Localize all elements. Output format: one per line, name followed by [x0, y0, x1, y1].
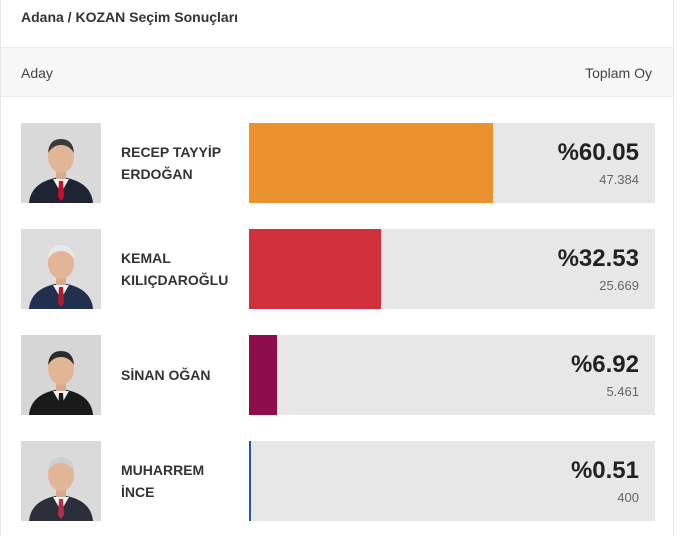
candidate-photo — [21, 441, 101, 521]
table-header: Aday Toplam Oy — [1, 47, 673, 97]
candidate-name-line1: MUHARREM — [121, 462, 205, 478]
portrait-silhouette — [29, 139, 93, 203]
candidate-name-line1: RECEP TAYYİP — [121, 144, 222, 160]
vote-share-bar-fill — [249, 441, 251, 521]
vote-percent: %6.92 — [570, 351, 639, 378]
vote-percent: %60.05 — [557, 139, 639, 166]
candidate-row: SİNAN OĞAN %6.92 5.461 — [21, 335, 655, 415]
candidate-name-line2: KILIÇDAROĞLU — [121, 272, 229, 288]
vote-count: 5.461 — [606, 384, 639, 399]
vote-share-bar-fill — [249, 335, 277, 415]
vote-share-bar: %60.05 47.384 — [249, 123, 655, 203]
vote-share-bar: %6.92 5.461 — [249, 335, 655, 415]
vote-count: 25.669 — [599, 278, 639, 293]
vote-share-bar: %0.51 400 — [249, 441, 655, 521]
candidate-photo — [21, 229, 101, 309]
candidate-name-line2: ERDOĞAN — [121, 166, 193, 182]
portrait-silhouette — [29, 245, 93, 309]
candidate-photo — [21, 123, 101, 203]
vote-share-bar-fill — [249, 229, 381, 309]
candidate-name: KEMAL KILIÇDAROĞLU — [121, 229, 241, 309]
candidate-name-line2: İNCE — [121, 484, 155, 500]
candidate-row: RECEP TAYYİP ERDOĞAN %60.05 47.384 — [21, 123, 655, 203]
vote-percent: %32.53 — [557, 245, 639, 272]
vote-share-bar: %32.53 25.669 — [249, 229, 655, 309]
vote-count: 400 — [617, 490, 639, 505]
candidate-name: RECEP TAYYİP ERDOĞAN — [121, 123, 241, 203]
candidate-name-line1: SİNAN OĞAN — [121, 367, 211, 383]
candidate-name: SİNAN OĞAN — [121, 335, 241, 415]
candidate-photo — [21, 335, 101, 415]
candidate-row: KEMAL KILIÇDAROĞLU %32.53 25.669 — [21, 229, 655, 309]
candidate-name: MUHARREM İNCE — [121, 441, 241, 521]
column-header-candidate: Aday — [21, 65, 53, 81]
vote-percent: %0.51 — [570, 457, 639, 484]
portrait-silhouette — [29, 351, 93, 415]
candidate-name-line1: KEMAL — [121, 250, 171, 266]
page-title: Adana / KOZAN Seçim Sonuçları — [21, 9, 239, 25]
vote-share-bar-fill — [249, 123, 493, 203]
candidate-row: MUHARREM İNCE %0.51 400 — [21, 441, 655, 521]
portrait-silhouette — [29, 457, 93, 521]
column-header-total-votes: Toplam Oy — [585, 65, 652, 81]
vote-count: 47.384 — [599, 172, 639, 187]
